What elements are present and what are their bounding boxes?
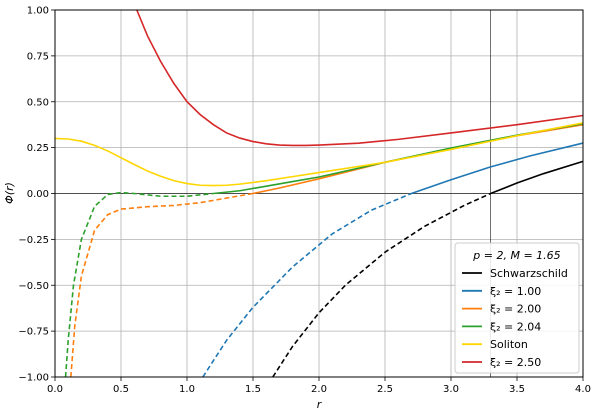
x-tick-label: 1.5	[245, 384, 261, 395]
y-tick-label: 0.75	[27, 51, 49, 62]
series-1-solid-line	[411, 142, 584, 195]
y-axis-label: Φ(r)	[3, 182, 16, 204]
legend-entry: Soliton	[490, 338, 528, 351]
series-4-solid-line	[54, 122, 584, 187]
x-tick-label: 0.0	[47, 384, 63, 395]
x-axis-label: r	[317, 398, 323, 411]
y-tick-label: 1.00	[27, 6, 49, 17]
x-tick-label: 1.0	[179, 384, 195, 395]
y-tick-label: 0.25	[27, 143, 49, 154]
series-0-solid-line	[490, 160, 584, 195]
legend-entry: ξ₂ = 1.00	[490, 285, 541, 298]
y-tick-label: −1.00	[18, 373, 49, 384]
y-ticks: −1.00 −0.75 −0.50 −0.25 0.00 0.25 0.50 0.75 1.00	[18, 6, 55, 384]
series-2-solid-line	[252, 123, 584, 195]
x-tick-label: 3.5	[509, 384, 525, 395]
series-3-dashed-line	[64, 191, 214, 378]
series-1-dashed-line	[202, 192, 412, 378]
legend: p = 2, M = 1.65 Schwarzschild ξ₂ = 1.00 ξ₂ …	[454, 242, 580, 374]
legend-entry: ξ₂ = 2.00	[490, 303, 541, 316]
y-tick-label: −0.50	[18, 281, 49, 292]
y-tick-label: 0.50	[27, 97, 49, 108]
series-5-solid-line	[136, 9, 584, 147]
legend-entry: Schwarzschild	[490, 267, 568, 280]
x-tick-label: 2.0	[311, 384, 327, 395]
series-lines	[54, 9, 584, 378]
y-tick-label: −0.75	[18, 327, 49, 338]
series-0-dashed-line	[272, 192, 491, 378]
x-tick-label: 0.5	[113, 384, 129, 395]
x-tick-label: 3.0	[443, 384, 459, 395]
legend-title: p = 2, M = 1.65	[472, 249, 560, 262]
y-tick-label: −0.25	[18, 235, 49, 246]
x-tick-label: 2.5	[377, 384, 393, 395]
y-tick-label: 0.00	[27, 189, 49, 200]
legend-entry: ξ₂ = 2.50	[490, 356, 541, 369]
series-3-solid-line	[213, 122, 584, 195]
series-2-dashed-line	[70, 192, 254, 378]
legend-box	[454, 242, 580, 374]
x-tick-label: 4.0	[575, 384, 591, 395]
x-ticks: 0.0 0.5 1.0 1.5 2.0 2.5 3.0 3.5 4.0	[47, 377, 591, 395]
legend-entry: ξ₂ = 2.04	[490, 320, 541, 333]
